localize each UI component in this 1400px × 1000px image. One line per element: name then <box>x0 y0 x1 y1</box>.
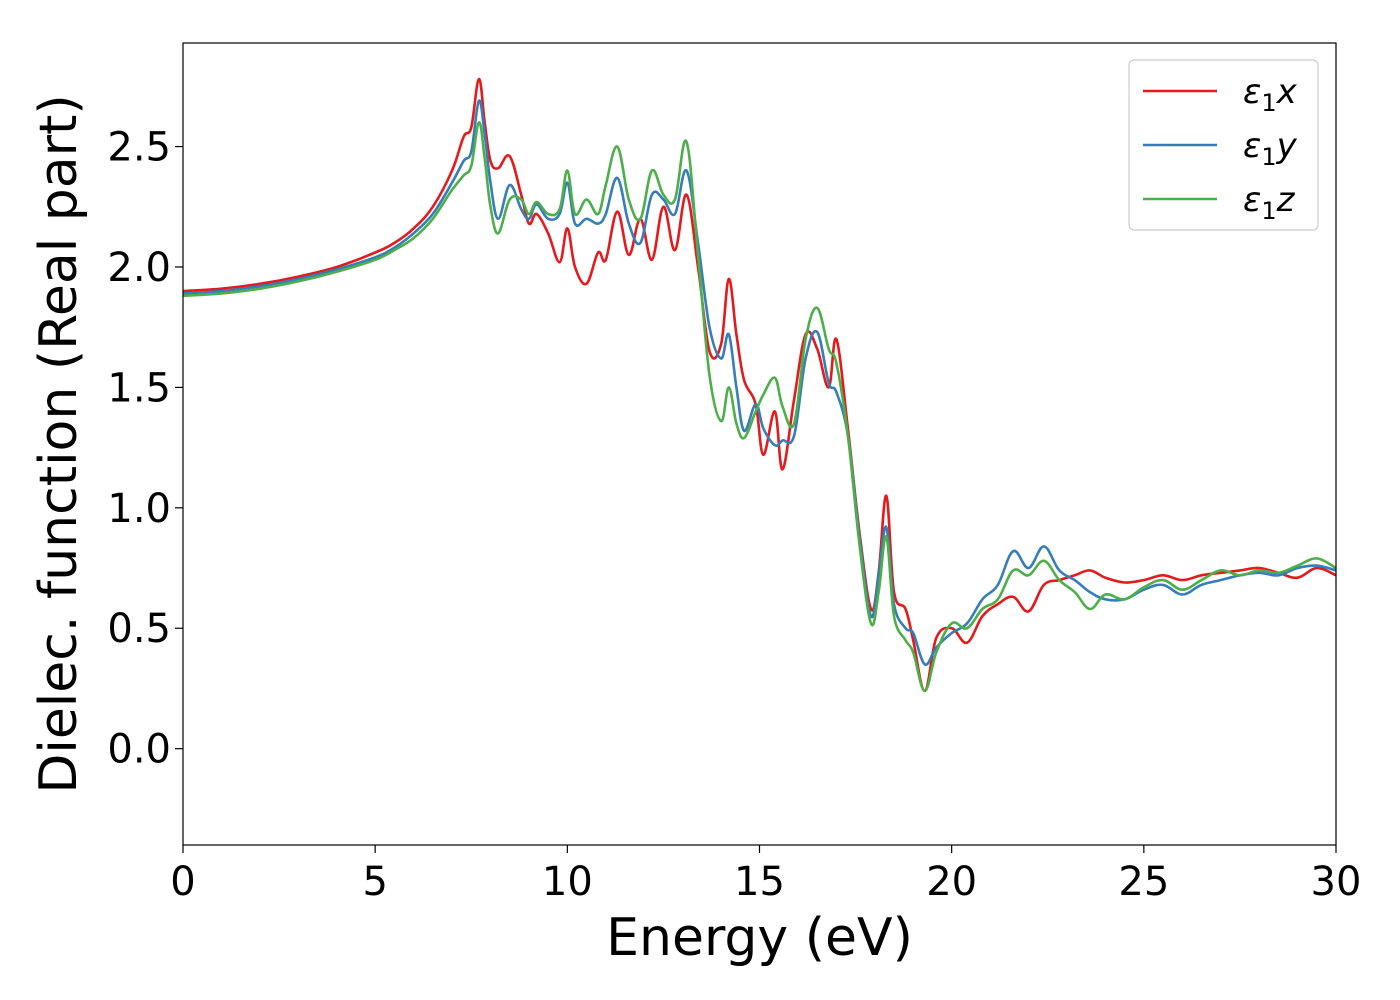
series-layer <box>183 77 1336 693</box>
y-tick-label: 0.5 <box>107 606 171 652</box>
y-tick-label: 0.0 <box>107 727 171 773</box>
x-tick-label: 20 <box>926 859 977 905</box>
legend-label-3: ε1z <box>1243 180 1296 225</box>
series-line-2 <box>183 99 1336 666</box>
x-tick-label: 5 <box>362 859 387 905</box>
x-tick-label: 15 <box>734 859 785 905</box>
series-line-1 <box>183 77 1336 693</box>
x-axis-title: Energy (eV) <box>606 908 913 968</box>
y-tick-label: 1.0 <box>107 486 171 532</box>
legend-box <box>1128 59 1319 231</box>
legend: ε1x ε1y ε1z <box>1128 59 1319 231</box>
y-tick-label: 2.5 <box>107 125 171 171</box>
y-tick-label: 1.5 <box>107 365 171 411</box>
x-tick-label: 10 <box>542 859 593 905</box>
y-axis-ticks: 0.0 0.5 1.0 1.5 2.0 2.5 <box>107 125 183 773</box>
legend-label-1: ε1x <box>1243 72 1298 117</box>
series-line-3 <box>183 121 1336 693</box>
x-axis-ticks: 0 5 10 15 20 25 30 <box>170 845 1361 905</box>
y-tick-label: 2.0 <box>107 245 171 291</box>
x-tick-label: 0 <box>170 859 195 905</box>
legend-label-2: ε1y <box>1243 126 1298 171</box>
x-tick-label: 30 <box>1311 859 1362 905</box>
x-tick-label: 25 <box>1118 859 1169 905</box>
y-axis-title: Dielec. function (Real part) <box>29 94 89 793</box>
